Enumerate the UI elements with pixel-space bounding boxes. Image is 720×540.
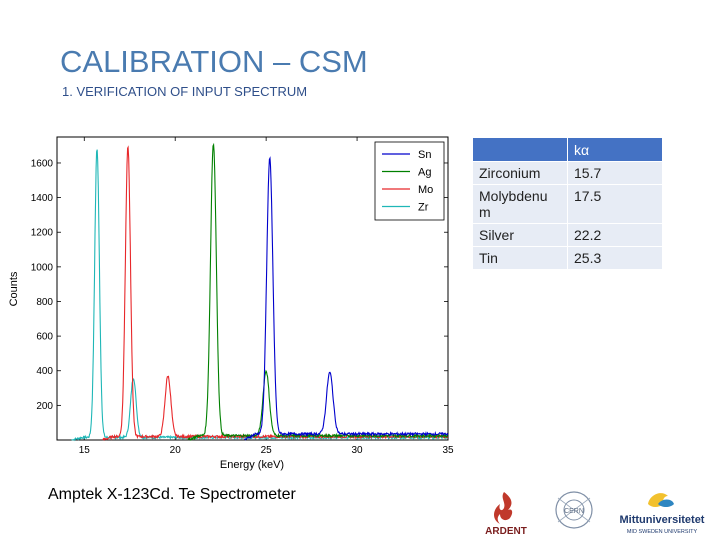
- miun-logo: Mittuniversitetet MID SWEDEN UNIVERSITY: [620, 493, 705, 535]
- table-cell-element: Silver: [472, 223, 568, 247]
- table-row: Silver 22.2: [472, 223, 663, 247]
- y-tick-label: 1000: [31, 262, 54, 273]
- x-tick-label: 15: [79, 445, 91, 456]
- k-alpha-table: kα Zirconium 15.7 Molybdenu m 17.5 Silve…: [472, 137, 663, 270]
- table-cell-value: 25.3: [567, 246, 663, 270]
- x-tick-label: 25: [261, 445, 273, 456]
- series-lines: [71, 142, 449, 442]
- cern-logo: CERN: [555, 491, 593, 529]
- table-cell-value: 22.2: [567, 223, 663, 247]
- table-cell-element: Zirconium: [472, 161, 568, 185]
- legend-label-ag: Ag: [418, 167, 431, 179]
- x-axis-label: Energy (keV): [220, 459, 284, 471]
- table-cell-value: 15.7: [567, 161, 663, 185]
- table-row: Zirconium 15.7: [472, 161, 663, 185]
- table-row: Tin 25.3: [472, 246, 663, 270]
- y-axis-label: Counts: [8, 271, 20, 306]
- table-cell-element: Tin: [472, 246, 568, 270]
- table-cell-value: 17.5: [567, 184, 663, 224]
- slide-subtitle: 1. VERIFICATION OF INPUT SPECTRUM: [62, 84, 308, 99]
- y-tick-label: 200: [36, 401, 53, 412]
- spectrum-chart: 15 20 25 30 35 200 400 600 800 1000 1200 1400 1600 E…: [8, 136, 454, 471]
- y-tick-label: 1600: [31, 158, 54, 169]
- table-header-element: [472, 137, 568, 162]
- y-tick-label: 400: [36, 366, 53, 377]
- ardent-logo: ARDENT: [485, 492, 527, 536]
- spectrometer-caption: Amptek X-123Cd. Te Spectrometer: [48, 486, 296, 503]
- ardent-wordmark: ARDENT: [485, 526, 527, 536]
- miun-wordmark: Mittuniversitetet: [620, 514, 705, 526]
- legend-label-sn: Sn: [418, 149, 431, 161]
- ardent-flame-icon: [494, 492, 513, 524]
- legend-label-zr: Zr: [418, 202, 429, 214]
- axis-ticks: 15 20 25 30 35 200 400 600 800 1000 1200 1400 1600: [31, 137, 454, 456]
- table-row: Molybdenu m 17.5: [472, 184, 663, 224]
- miun-subtitle: MID SWEDEN UNIVERSITY: [627, 529, 698, 535]
- x-tick-label: 35: [442, 445, 454, 456]
- x-tick-label: 20: [170, 445, 182, 456]
- slide-title: CALIBRATION – CSM: [60, 44, 368, 79]
- x-tick-label: 30: [352, 445, 364, 456]
- y-tick-label: 1200: [31, 228, 54, 239]
- legend-label-mo: Mo: [418, 184, 433, 196]
- cern-wordmark: CERN: [564, 508, 584, 515]
- y-tick-label: 600: [36, 332, 53, 343]
- series-line-mo: [102, 145, 449, 442]
- series-line-sn: [244, 156, 449, 441]
- y-tick-label: 800: [36, 297, 53, 308]
- y-tick-label: 1400: [31, 193, 54, 204]
- chart-legend: Sn Ag Mo Zr: [374, 141, 445, 221]
- table-cell-element: Molybdenu m: [472, 184, 568, 224]
- table-header-kalpha: kα: [567, 137, 663, 162]
